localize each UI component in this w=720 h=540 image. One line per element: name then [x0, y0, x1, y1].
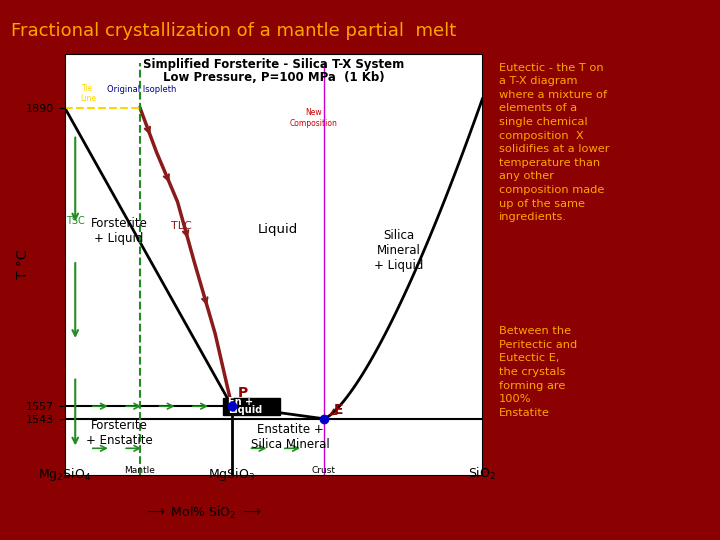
Text: $\mathregular{Mg_2SiO_4}$: $\mathregular{Mg_2SiO_4}$: [38, 466, 91, 483]
Text: Tie
Line: Tie Line: [80, 84, 96, 104]
Text: Enstatite +
Silica Mineral: Enstatite + Silica Mineral: [251, 423, 330, 451]
Text: $\longrightarrow$ Mol% SiO$_2$ $\longrightarrow$: $\longrightarrow$ Mol% SiO$_2$ $\longrig…: [144, 505, 261, 521]
Text: Between the
Peritectic and
Eutectic E,
the crystals
forming are
100%
Enstatite: Between the Peritectic and Eutectic E, t…: [498, 326, 577, 418]
Text: Eutectic - the T on
a T-X diagram
where a mixture of
elements of a
single chemic: Eutectic - the T on a T-X diagram where …: [498, 63, 609, 222]
Text: New
Composition: New Composition: [289, 109, 337, 127]
Text: Liquid: Liquid: [228, 406, 263, 415]
Text: Fractional crystallization of a mantle partial  melt: Fractional crystallization of a mantle p…: [11, 22, 456, 39]
Bar: [223, 398, 280, 415]
Text: Liquid: Liquid: [258, 223, 298, 236]
Text: $\mathregular{SiO_2}$: $\mathregular{SiO_2}$: [469, 466, 496, 482]
Text: T °C: T °C: [16, 250, 30, 279]
Text: P: P: [238, 386, 248, 400]
Text: Mantle: Mantle: [125, 466, 156, 475]
Text: Forsterite
+ Enstatite: Forsterite + Enstatite: [86, 419, 153, 447]
Text: Crust: Crust: [312, 466, 336, 475]
Text: $\mathregular{MgSiO_3}$: $\mathregular{MgSiO_3}$: [208, 466, 256, 483]
Text: TSC: TSC: [66, 217, 85, 226]
Text: En +: En +: [228, 397, 253, 407]
Text: Low Pressure, P=100 MPa  (1 Kb): Low Pressure, P=100 MPa (1 Kb): [163, 71, 384, 84]
Text: Simplified Forsterite - Silica T-X System: Simplified Forsterite - Silica T-X Syste…: [143, 58, 404, 71]
Text: Silica
Mineral
+ Liquid: Silica Mineral + Liquid: [374, 229, 423, 272]
Text: Original Isopleth: Original Isopleth: [107, 85, 176, 93]
Text: E: E: [334, 403, 343, 417]
Text: TLC: TLC: [171, 221, 192, 231]
Text: Forsterite
+ Liquid: Forsterite + Liquid: [91, 217, 148, 245]
